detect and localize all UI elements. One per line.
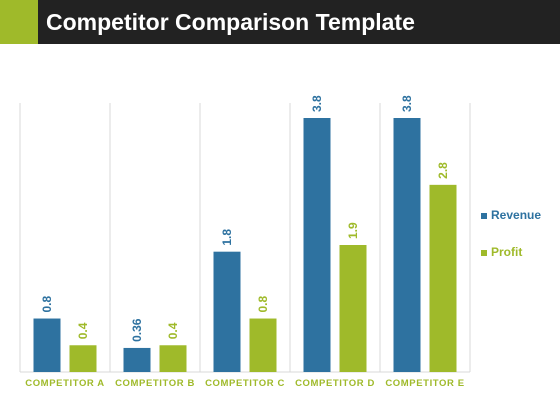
value-label-profit-5: 2.8 xyxy=(436,162,450,179)
bar-revenue-1 xyxy=(33,318,61,372)
value-label-revenue-4: 3.8 xyxy=(310,95,324,112)
value-label-profit-3: 0.8 xyxy=(256,296,270,313)
legend-swatch-revenue xyxy=(481,213,487,219)
bar-profit-1 xyxy=(69,345,97,372)
value-label-revenue-3: 1.8 xyxy=(220,229,234,246)
legend-label-revenue: Revenue xyxy=(491,208,541,222)
legend-swatch-profit xyxy=(481,250,487,256)
bar-revenue-5 xyxy=(393,118,421,372)
title-accent xyxy=(0,0,38,44)
value-label-revenue-1: 0.8 xyxy=(40,296,54,313)
category-label-4: COMPETITOR D xyxy=(295,378,375,389)
bar-revenue-3 xyxy=(213,251,241,372)
legend-label-profit: Profit xyxy=(491,245,522,259)
value-label-profit-4: 1.9 xyxy=(346,222,360,239)
title-bar xyxy=(0,0,560,44)
bar-profit-2 xyxy=(159,345,187,372)
value-label-profit-1: 0.4 xyxy=(76,322,90,339)
value-label-profit-2: 0.4 xyxy=(166,322,180,339)
bar-revenue-4 xyxy=(303,118,331,372)
bar-revenue-2 xyxy=(123,347,151,372)
value-label-revenue-5: 3.8 xyxy=(400,95,414,112)
bar-profit-3 xyxy=(249,318,277,372)
category-label-2: COMPETITOR B xyxy=(115,378,195,389)
page-title: Competitor Comparison Template xyxy=(46,9,415,35)
value-label-revenue-2: 0.36 xyxy=(130,318,144,342)
category-label-1: COMPETITOR A xyxy=(25,378,105,389)
bar-profit-4 xyxy=(339,245,367,372)
category-label-3: COMPETITOR C xyxy=(205,378,285,389)
category-label-5: COMPETITOR E xyxy=(385,378,464,389)
bar-profit-5 xyxy=(429,184,457,372)
